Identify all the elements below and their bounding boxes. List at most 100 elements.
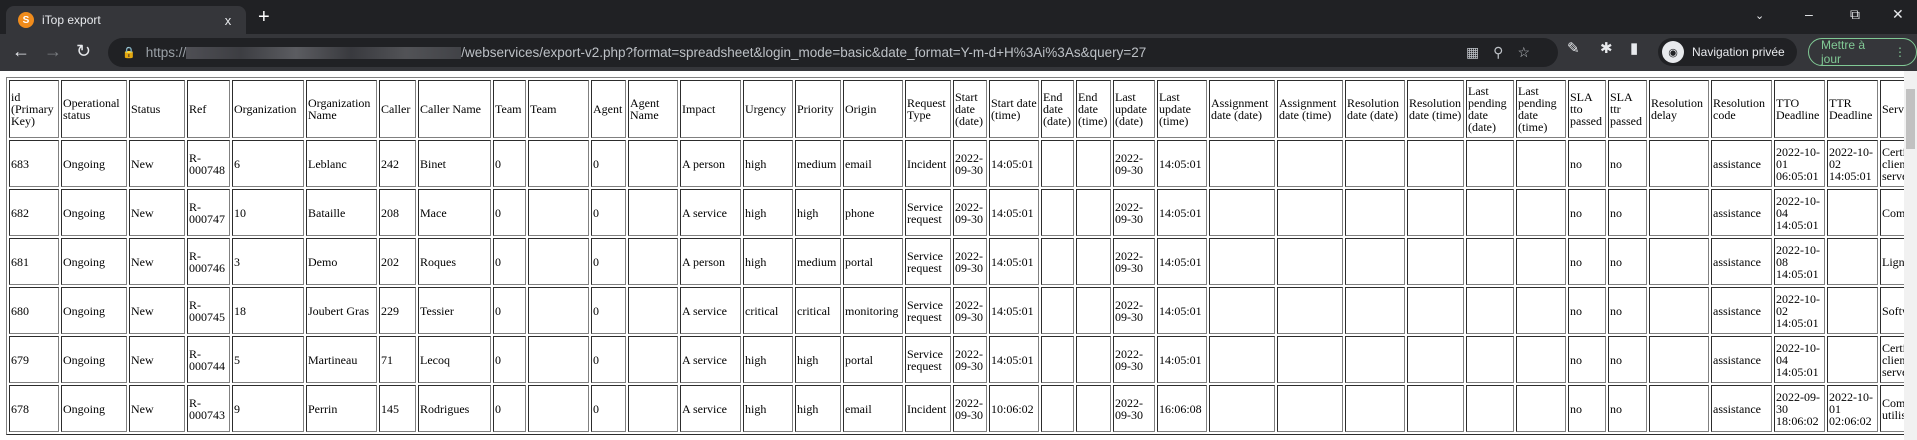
column-header: Request Type (905, 80, 951, 138)
table-cell (1209, 336, 1275, 383)
table-cell: 16:06:08 (1157, 385, 1207, 432)
reload-icon[interactable]: ↻ (76, 41, 92, 61)
table-cell: R-000744 (187, 336, 230, 383)
table-cell: 2022-09-30 (1113, 336, 1155, 383)
menu-kebab-icon[interactable]: ⋮ (1894, 45, 1906, 59)
address-bar[interactable]: 🔒 https:// /webservices/export-v2.php?fo… (108, 38, 1558, 67)
minimize-icon[interactable]: – (1805, 6, 1813, 22)
tab-itop-export[interactable]: S iTop export x (6, 6, 246, 34)
close-window-icon[interactable]: ✕ (1892, 6, 1904, 22)
table-cell (628, 238, 678, 285)
table-cell: New (129, 189, 185, 236)
table-cell (1407, 385, 1464, 432)
column-header: Team (493, 80, 526, 138)
table-cell: 681 (9, 238, 59, 285)
table-cell: 2022-09-30 (953, 238, 987, 285)
url-path: /webservices/export-v2.php?format=spread… (461, 45, 1147, 60)
new-tab-button[interactable]: + (258, 6, 270, 28)
table-cell (1277, 336, 1343, 383)
table-cell: 0 (493, 336, 526, 383)
table-cell: email (843, 140, 903, 187)
table-cell: 14:05:01 (989, 189, 1039, 236)
table-cell: high (743, 189, 793, 236)
zoom-icon[interactable]: ⚲ (1493, 44, 1518, 60)
incognito-indicator[interactable]: ◉ Navigation privée (1658, 38, 1797, 66)
column-header: Agent (591, 80, 626, 138)
column-header: Start date (date) (953, 80, 987, 138)
table-cell: assistance (1711, 287, 1772, 334)
column-header: id (Primary Key) (9, 80, 59, 138)
column-header: Assignment date (time) (1277, 80, 1343, 138)
column-header: Operational status (61, 80, 127, 138)
incognito-label: Navigation privée (1692, 45, 1785, 59)
table-cell: Ongoing (61, 385, 127, 432)
table-cell (1466, 189, 1514, 236)
table-cell (628, 336, 678, 383)
table-row: 678 Ongoing New R-000743 9 Perrin 145 Rodrigues… (9, 385, 1917, 432)
table-row: 680 Ongoing New R-000745 18 Joubert Gras 229 Te… (9, 287, 1917, 334)
table-cell (1827, 287, 1878, 334)
update-label: Mettre à jour (1821, 38, 1866, 66)
table-cell (1076, 140, 1111, 187)
table-cell: portal (843, 238, 903, 285)
translate-icon[interactable]: ▦ (1465, 44, 1494, 60)
scrollbar-thumb[interactable] (1906, 89, 1915, 149)
table-cell: New (129, 238, 185, 285)
table-cell: no (1608, 189, 1647, 236)
extensions-puzzle-icon[interactable]: ✱ (1600, 40, 1613, 57)
table-cell (1277, 287, 1343, 334)
table-cell: no (1568, 336, 1606, 383)
table-cell (528, 189, 589, 236)
table-cell (528, 385, 589, 432)
table-cell (528, 287, 589, 334)
table-cell (1041, 140, 1074, 187)
table-cell: 14:05:01 (989, 238, 1039, 285)
forward-icon[interactable]: → (44, 41, 62, 61)
column-header: Organization (232, 80, 304, 138)
tab-search-icon[interactable]: ⌄ (1755, 10, 1765, 22)
table-cell (1466, 140, 1514, 187)
column-header: Team (528, 80, 589, 138)
table-cell: high (795, 189, 841, 236)
table-cell: 14:05:01 (1157, 238, 1207, 285)
table-cell (1076, 287, 1111, 334)
table-cell (1649, 287, 1709, 334)
table-cell: 2022-10-02 14:05:01 (1774, 287, 1825, 334)
table-cell: New (129, 140, 185, 187)
table-cell (1277, 385, 1343, 432)
table-cell (528, 336, 589, 383)
table-cell: Service request (905, 287, 951, 334)
column-header: Last update (date) (1113, 80, 1155, 138)
table-cell: 2022-09-30 (1113, 238, 1155, 285)
table-cell: Service request (905, 189, 951, 236)
table-cell (1076, 385, 1111, 432)
table-cell: no (1568, 189, 1606, 236)
table-cell (1407, 238, 1464, 285)
table-cell: assistance (1711, 189, 1772, 236)
bookmark-star-icon[interactable]: ☆ (1517, 44, 1544, 60)
tab-title: iTop export (42, 13, 101, 27)
side-panel-icon[interactable]: ▮ (1630, 40, 1639, 57)
table-cell: Ongoing (61, 189, 127, 236)
back-icon[interactable]: ← (12, 41, 30, 61)
table-cell: 3 (232, 238, 304, 285)
close-tab-icon[interactable]: x (224, 12, 232, 28)
table-cell: 5 (232, 336, 304, 383)
vertical-scrollbar[interactable] (1904, 71, 1917, 440)
table-cell (1345, 238, 1405, 285)
table-cell: Roques (418, 238, 491, 285)
update-button[interactable]: Mettre à jour ⋮ (1808, 38, 1917, 66)
table-cell: Ongoing (61, 336, 127, 383)
table-cell: Rodrigues (418, 385, 491, 432)
extension-icon[interactable]: ✎ (1567, 40, 1580, 57)
table-cell: A service (680, 287, 741, 334)
table-cell: no (1608, 336, 1647, 383)
restore-icon[interactable]: ⧉ (1850, 6, 1860, 22)
table-cell: 2022-10-04 14:05:01 (1774, 336, 1825, 383)
column-header: Agent Name (628, 80, 678, 138)
table-cell (1466, 385, 1514, 432)
table-cell: phone (843, 189, 903, 236)
table-cell: R-000746 (187, 238, 230, 285)
table-cell: high (743, 336, 793, 383)
table-cell: 0 (493, 238, 526, 285)
